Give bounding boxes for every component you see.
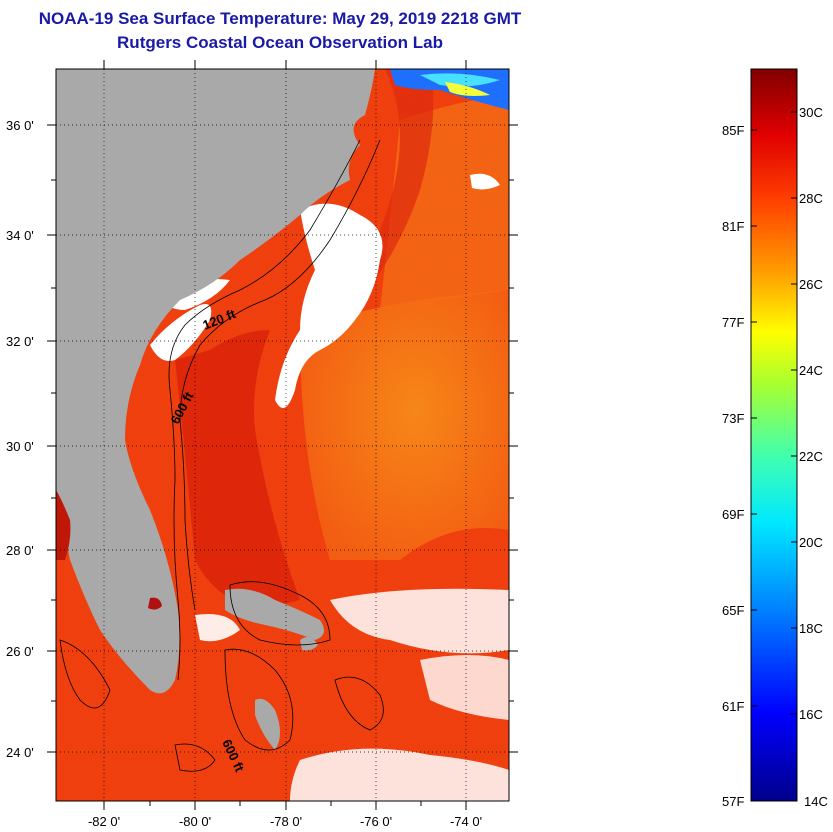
contour-120ft xyxy=(168,139,361,681)
cbar-c-22: 22C xyxy=(799,449,823,464)
cold-water-yellow xyxy=(445,82,490,96)
lat-label-28: 28 0' xyxy=(6,543,34,558)
cbar-f-73: 73F xyxy=(722,411,744,426)
axis-minor-ticks xyxy=(51,179,514,806)
map-title: NOAA-19 Sea Surface Temperature: May 29,… xyxy=(38,9,522,28)
gulf-coast-warm xyxy=(56,490,71,560)
land-southeast-us xyxy=(56,69,375,694)
lon-label-74: -74 0' xyxy=(450,814,482,829)
lake-okeechobee xyxy=(148,597,162,610)
cbar-f-57: 57F xyxy=(722,794,744,809)
cloud-patch-south xyxy=(290,748,509,801)
contour-600ft xyxy=(179,139,381,611)
cbar-c-30: 30C xyxy=(799,105,823,120)
map-subtitle: Rutgers Coastal Ocean Observation Lab xyxy=(117,33,443,52)
cbar-f-65: 65F xyxy=(722,603,744,618)
contour-cay-sal xyxy=(174,743,216,772)
cbar-c-14: 14C xyxy=(804,794,828,809)
cbar-f-81: 81F xyxy=(722,219,744,234)
cbar-c-18: 18C xyxy=(799,621,823,636)
lat-label-26: 26 0' xyxy=(6,644,34,659)
lon-label-80: -80 0' xyxy=(179,814,211,829)
colorbar-ticks xyxy=(751,111,797,715)
cold-water-cyan xyxy=(420,73,500,87)
cbar-c-26: 26C xyxy=(799,277,823,292)
lon-label-82: -82 0' xyxy=(88,814,120,829)
cloud-patch-small xyxy=(470,173,500,190)
colorbar xyxy=(750,68,798,802)
cbar-f-85: 85F xyxy=(722,123,744,138)
land-andros xyxy=(255,698,280,750)
contour-florida-gulf xyxy=(59,639,111,709)
cloud-patch-coast xyxy=(150,304,212,361)
cbar-c-24: 24C xyxy=(799,363,823,378)
axis-ticks xyxy=(47,60,518,810)
cloud-patch-straits xyxy=(195,614,240,642)
lat-label-36: 36 0' xyxy=(6,118,34,133)
land-grand-bahama xyxy=(225,588,324,640)
lat-label-34: 34 0' xyxy=(6,228,34,243)
cbar-f-77: 77F xyxy=(722,315,744,330)
cloud-patch-east xyxy=(330,588,509,654)
lat-label-24: 24 0' xyxy=(6,745,34,760)
land-abaco xyxy=(300,636,318,651)
cbar-f-61: 61F xyxy=(722,699,744,714)
cbar-c-20: 20C xyxy=(799,535,823,550)
contour-great-bahama-bank xyxy=(224,648,294,751)
cbar-c-28: 28C xyxy=(799,191,823,206)
lon-label-78: -78 0' xyxy=(270,814,302,829)
cloud-patch-carolina xyxy=(275,203,383,408)
contour-exuma xyxy=(334,676,384,731)
lat-label-30: 30 0' xyxy=(6,439,34,454)
lat-label-32: 32 0' xyxy=(6,334,34,349)
cbar-c-16: 16C xyxy=(799,707,823,722)
cloud-patch-east-2 xyxy=(420,655,509,720)
cbar-f-69: 69F xyxy=(722,507,744,522)
map-area: 120 ft 600 ft 600 ft xyxy=(56,69,509,801)
lon-label-76: -76 0' xyxy=(360,814,392,829)
contour-bahama-bank xyxy=(229,581,331,646)
map-frame xyxy=(55,68,510,802)
